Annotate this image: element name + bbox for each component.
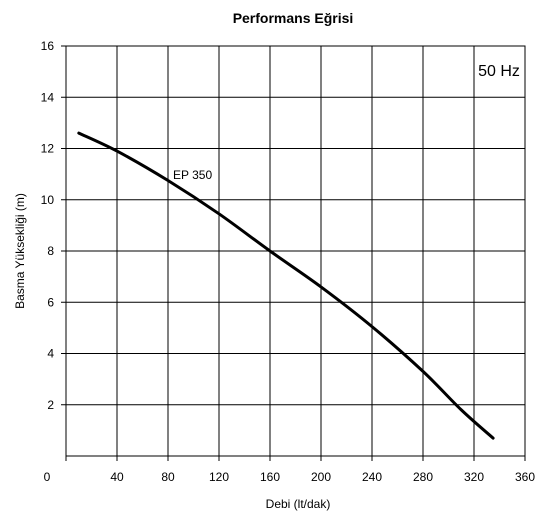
x-tick-label: 360 <box>515 470 535 484</box>
y-tick-label: 4 <box>47 347 54 361</box>
x-tick-label: 40 <box>110 470 124 484</box>
y-axis-ticks: 2 4 6 8 10 12 14 16 <box>41 39 66 412</box>
y-tick-label: 10 <box>41 193 55 207</box>
x-tick-label: 240 <box>362 470 382 484</box>
frequency-annotation: 50 Hz <box>478 63 520 80</box>
y-axis-label: Basma Yüksekliği (m) <box>13 193 27 309</box>
y-tick-label: 6 <box>47 295 54 309</box>
series-line-ep-350 <box>77 131 495 440</box>
y-tick-label: 16 <box>41 39 55 53</box>
x-axis-ticks: 0 40 80 120 160 200 240 280 320 360 <box>44 456 535 484</box>
y-tick-label: 12 <box>41 142 55 156</box>
x-tick-label: 200 <box>311 470 331 484</box>
x-tick-label: 160 <box>260 470 280 484</box>
x-tick-label: 80 <box>161 470 175 484</box>
y-tick-label: 8 <box>47 244 54 258</box>
grid <box>66 46 525 456</box>
x-tick-label: 320 <box>464 470 484 484</box>
chart-title: Performans Eğrisi <box>233 10 354 26</box>
x-tick-label: 120 <box>209 470 229 484</box>
x-tick-label: 280 <box>413 470 433 484</box>
y-tick-label: 14 <box>41 90 55 104</box>
x-tick-label: 0 <box>44 470 51 484</box>
x-axis-label: Debi (lt/dak) <box>266 497 331 511</box>
y-tick-label: 2 <box>47 398 54 412</box>
series-label-ep-350: EP 350 <box>173 168 212 182</box>
